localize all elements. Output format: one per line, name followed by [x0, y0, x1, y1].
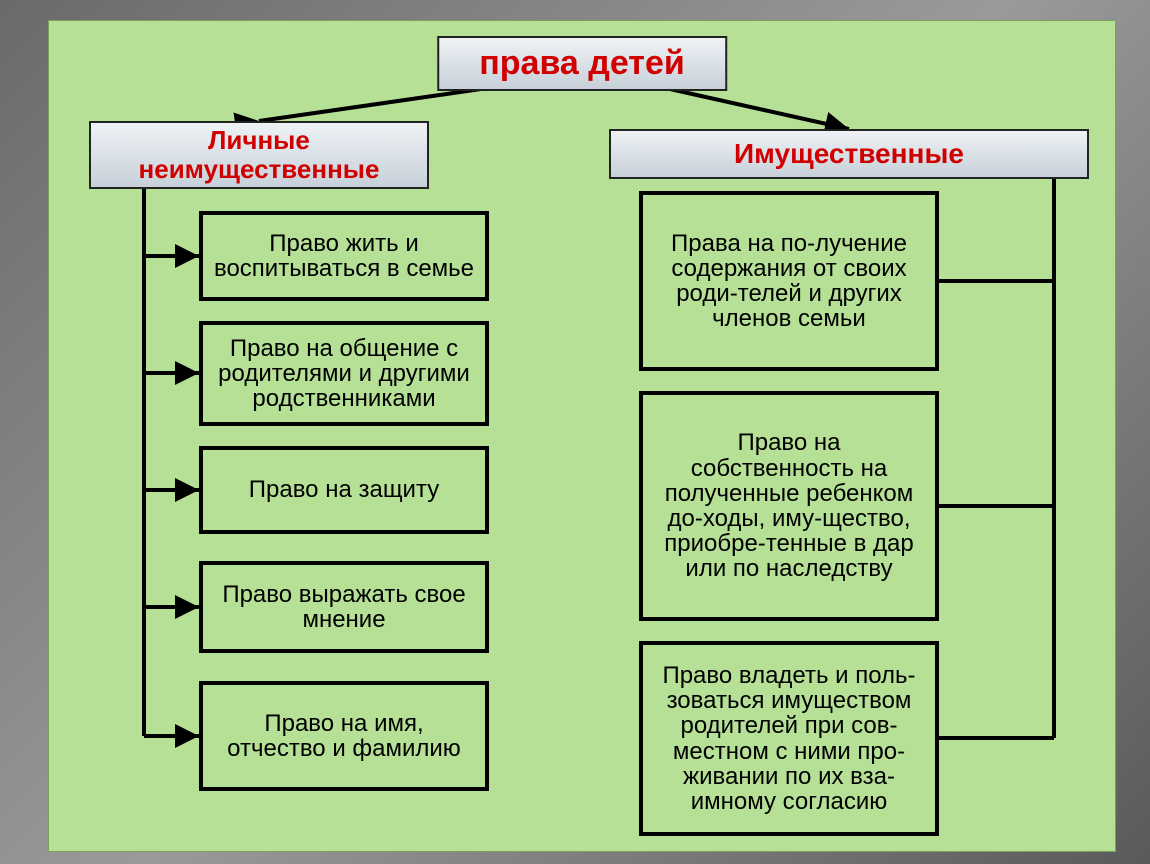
left-item-box: Право на общение с родителями и другими … [199, 321, 489, 426]
right-item-box: Права на по-лучение содержания от своих … [639, 191, 939, 371]
right-branch-label: Имущественные [609, 129, 1089, 179]
left-branch-label: Личные неимущественные [89, 121, 429, 189]
left-item-box: Право на имя, отчество и фамилию [199, 681, 489, 791]
left-item-box: Право выражать свое мнение [199, 561, 489, 653]
left-item-box: Право жить и воспитываться в семье [199, 211, 489, 301]
diagram-title: права детей [437, 36, 727, 91]
right-item-box: Право владеть и поль-зоваться имуществом… [639, 641, 939, 836]
left-item-box: Право на защиту [199, 446, 489, 534]
slide-canvas: права детей Личные неимущественные Имуще… [48, 20, 1116, 852]
right-item-box: Право на собственность на полученные реб… [639, 391, 939, 621]
